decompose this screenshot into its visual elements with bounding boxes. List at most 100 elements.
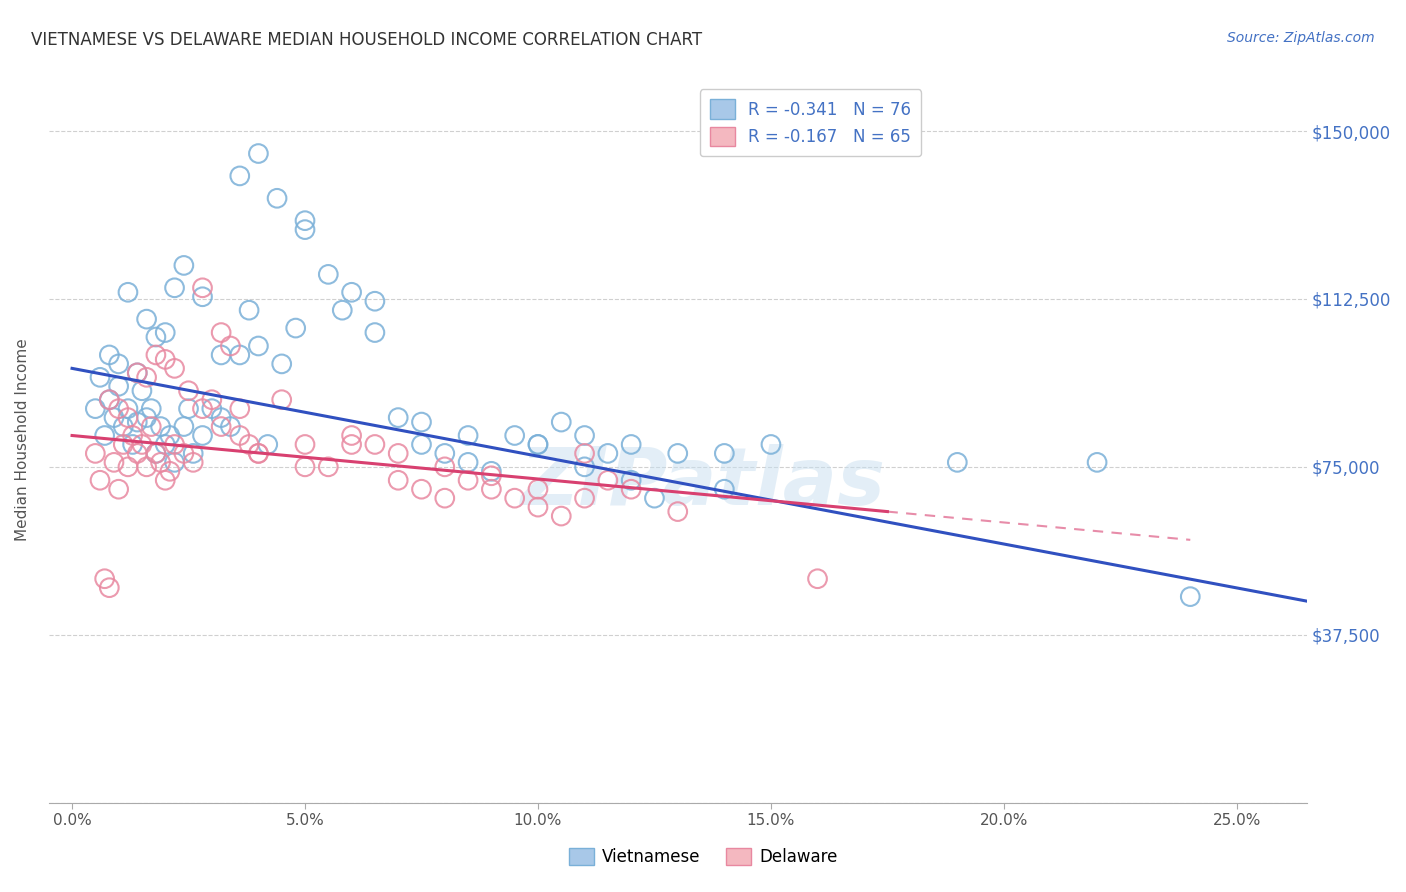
Point (550, 415, 572, 429)
Point (201, 401, 224, 416)
Point (107, 379, 129, 393)
Point (503, 491, 526, 505)
Point (457, 455, 479, 469)
Point (574, 491, 596, 505)
Point (294, 437, 316, 451)
Point (127, 446, 149, 460)
Point (191, 428, 214, 442)
Point (155, 437, 177, 451)
Point (527, 437, 550, 451)
Legend: Vietnamese, Delaware: Vietnamese, Delaware (562, 841, 844, 873)
Point (173, 259, 195, 273)
Point (387, 473, 409, 487)
Point (107, 401, 129, 416)
Point (141, 419, 163, 434)
Point (141, 401, 163, 416)
Point (620, 473, 643, 487)
Point (620, 437, 643, 451)
Point (294, 222, 316, 236)
Point (340, 285, 363, 300)
Point (527, 482, 550, 496)
Point (479, 482, 502, 496)
Point (713, 482, 735, 496)
Point (433, 446, 456, 460)
Point (155, 473, 177, 487)
Point (181, 455, 204, 469)
Point (340, 437, 363, 451)
Point (191, 401, 214, 416)
Point (89, 473, 111, 487)
Point (117, 410, 139, 425)
Point (247, 146, 270, 161)
Point (163, 281, 186, 295)
Point (318, 268, 340, 282)
Point (247, 446, 270, 460)
Point (155, 326, 177, 340)
Point (457, 473, 479, 487)
Point (219, 339, 242, 353)
Point (946, 455, 969, 469)
Point (620, 482, 643, 496)
Point (163, 437, 186, 451)
Point (209, 419, 232, 434)
Point (411, 415, 433, 429)
Point (229, 401, 252, 416)
Point (163, 361, 186, 376)
Point (479, 464, 502, 478)
Point (294, 213, 316, 227)
Point (503, 428, 526, 442)
Point (364, 294, 387, 309)
Point (1180, 590, 1202, 604)
Point (98, 581, 121, 595)
Point (107, 482, 129, 496)
Point (229, 428, 252, 442)
Point (219, 419, 242, 434)
Point (159, 464, 181, 478)
Point (1085, 455, 1108, 469)
Point (84, 446, 107, 460)
Point (98, 392, 121, 407)
Text: Source: ZipAtlas.com: Source: ZipAtlas.com (1227, 31, 1375, 45)
Point (145, 330, 167, 344)
Point (270, 357, 292, 371)
Point (527, 500, 550, 515)
Point (247, 446, 270, 460)
Point (270, 392, 292, 407)
Point (191, 290, 214, 304)
Point (411, 437, 433, 451)
Point (330, 303, 353, 318)
Point (159, 428, 181, 442)
Point (387, 410, 409, 425)
Point (527, 437, 550, 451)
Point (117, 459, 139, 474)
Point (713, 446, 735, 460)
Point (181, 446, 204, 460)
Point (479, 468, 502, 483)
Point (433, 459, 456, 474)
Point (387, 446, 409, 460)
Point (145, 348, 167, 362)
Point (574, 446, 596, 460)
Point (155, 352, 177, 367)
Point (177, 401, 200, 416)
Point (596, 446, 619, 460)
Text: ZIPatlas: ZIPatlas (520, 444, 886, 523)
Point (93, 572, 115, 586)
Point (209, 348, 232, 362)
Point (117, 401, 139, 416)
Point (177, 384, 200, 398)
Point (93, 428, 115, 442)
Point (318, 459, 340, 474)
Point (149, 455, 172, 469)
Point (209, 410, 232, 425)
Point (294, 459, 316, 474)
Point (574, 459, 596, 474)
Point (173, 419, 195, 434)
Point (135, 312, 157, 326)
Point (666, 446, 689, 460)
Point (550, 509, 572, 524)
Point (201, 392, 224, 407)
Point (127, 366, 149, 380)
Legend: R = -0.341   N = 76, R = -0.167   N = 65: R = -0.341 N = 76, R = -0.167 N = 65 (700, 89, 921, 156)
Point (596, 473, 619, 487)
